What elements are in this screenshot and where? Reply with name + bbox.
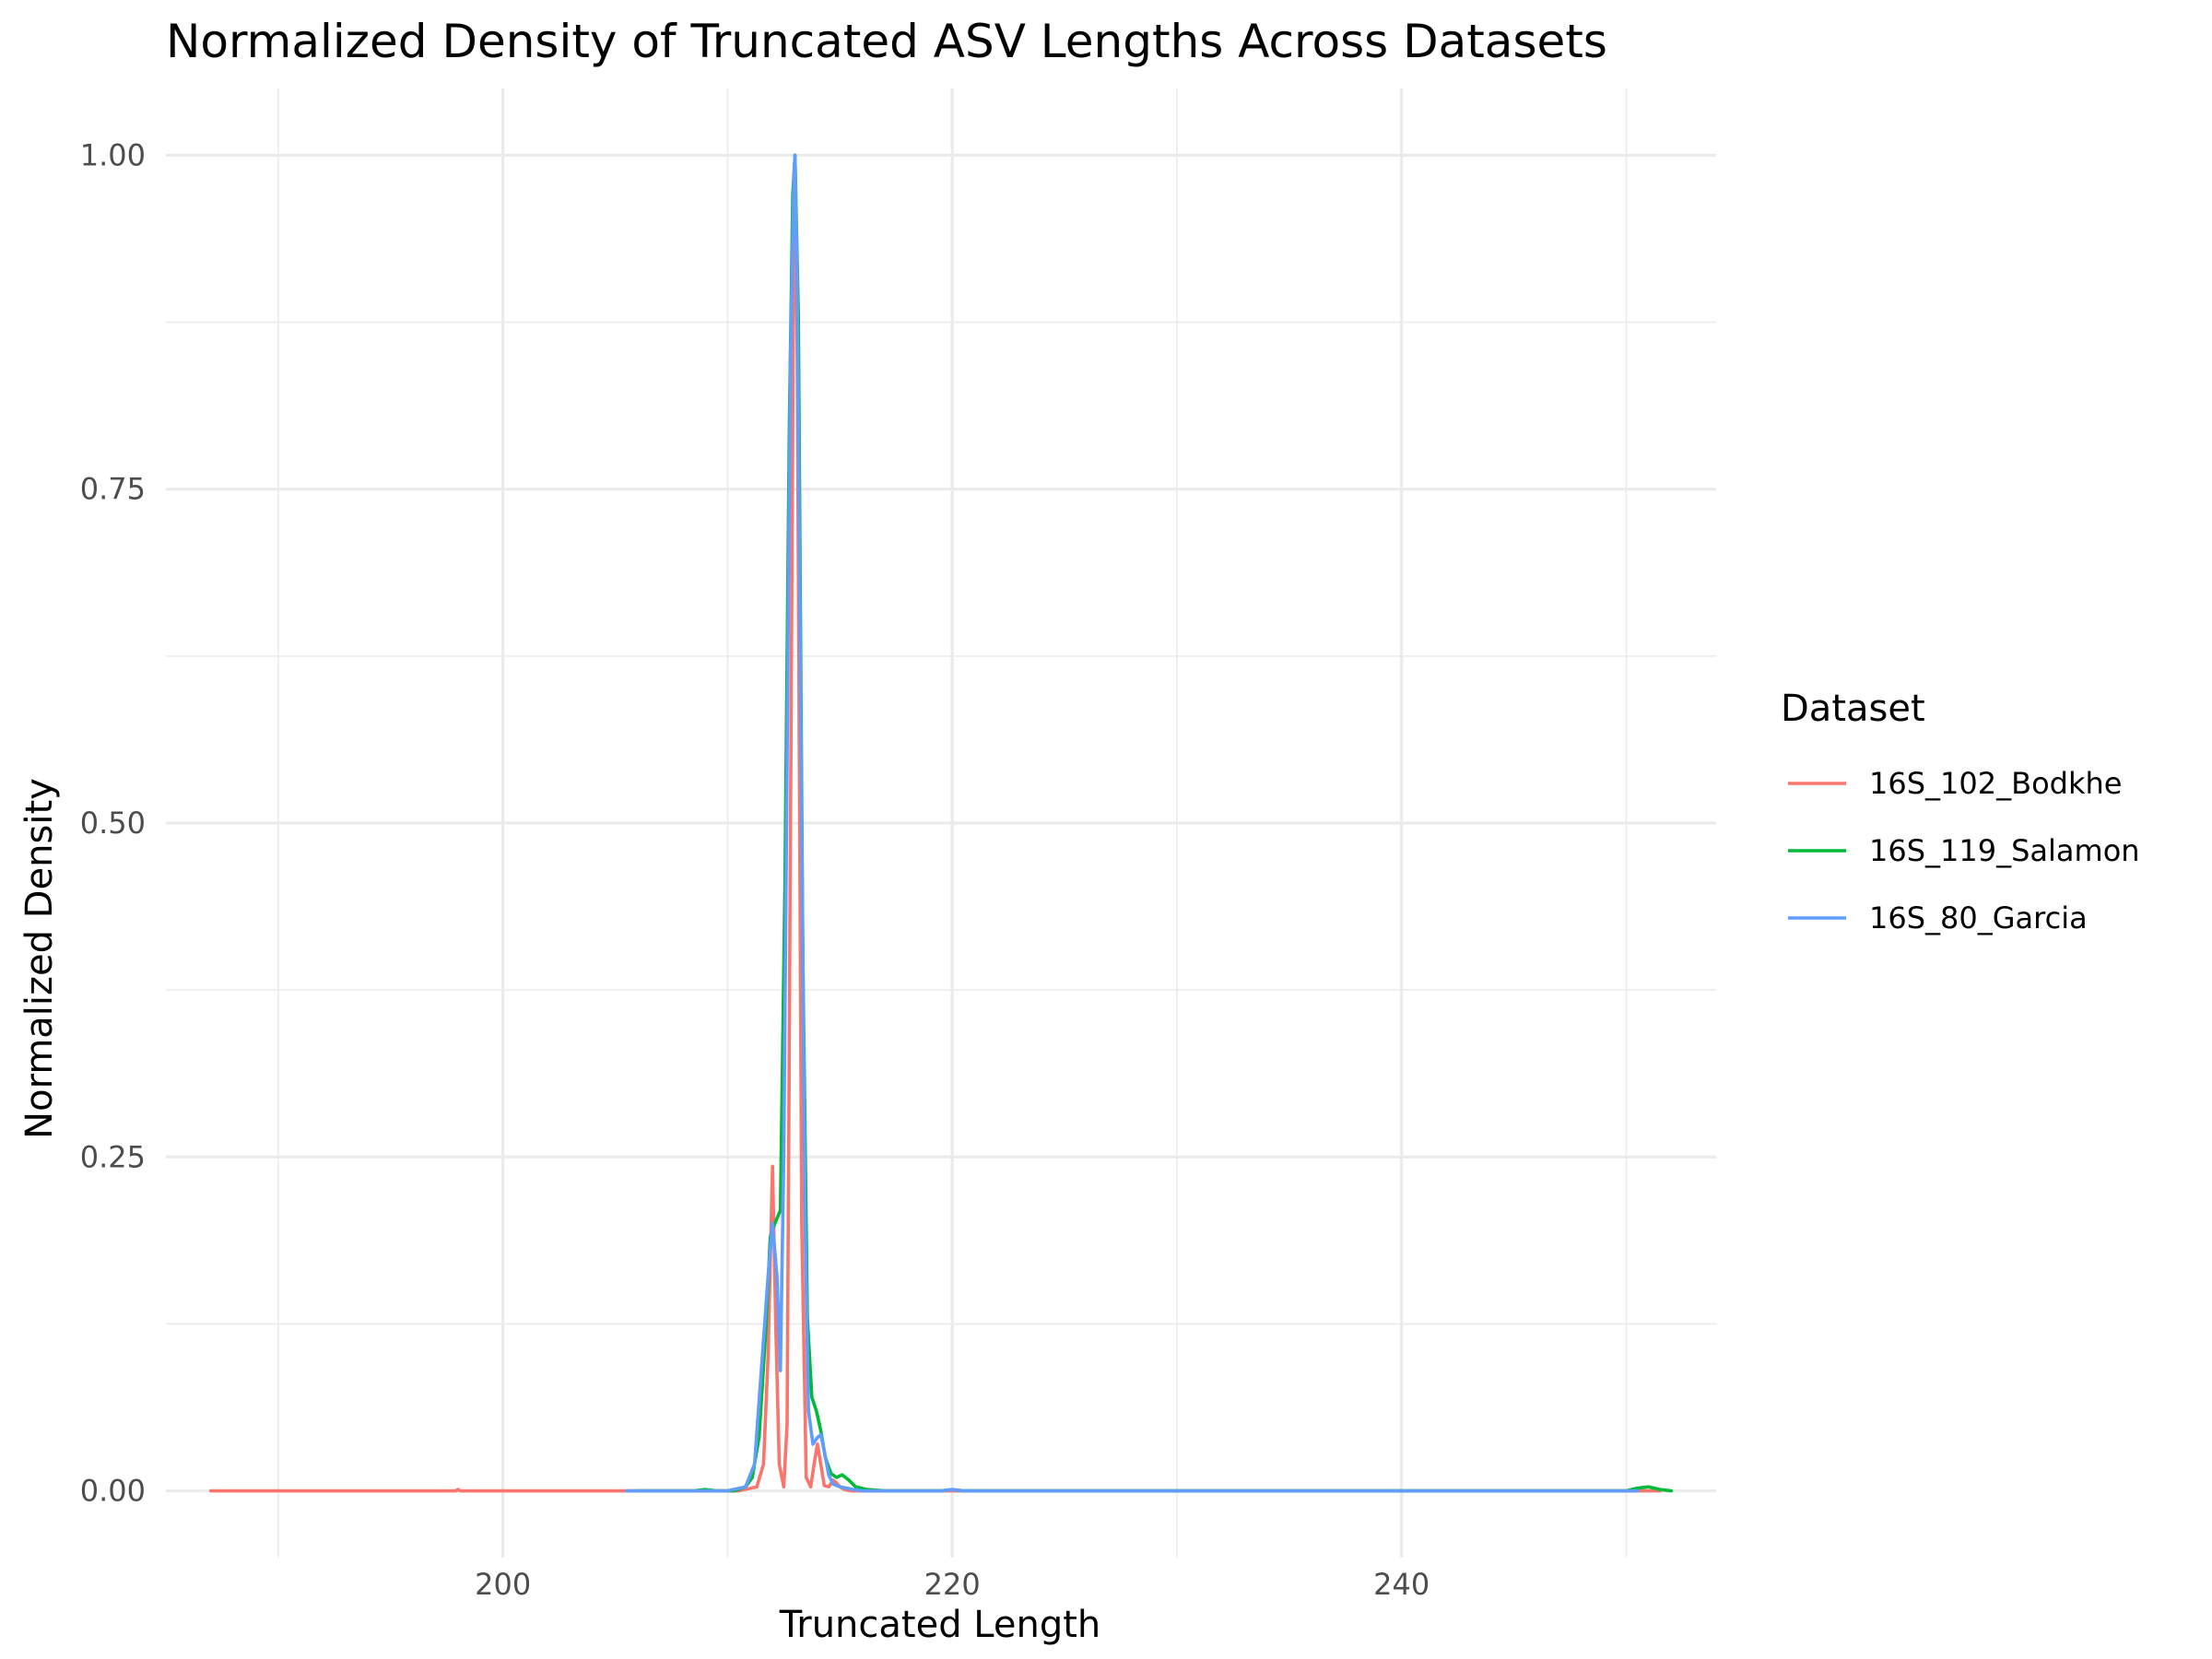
x-axis-title: Truncated Length [779,1604,1101,1646]
x-tick-label: 220 [924,1567,981,1602]
legend-label: 16S_119_Salamon [1869,833,2140,868]
x-tick-label: 240 [1373,1567,1430,1602]
series-line-16S_80_Garcia [624,153,1640,1493]
y-tick-label: 0.75 [80,472,146,507]
legend-item: 16S_102_Bodkhe [1788,766,2122,801]
y-tick-label: 0.25 [80,1139,146,1174]
y-tick-label: 1.00 [80,137,146,172]
legend-title: Dataset [1781,688,1925,730]
legend-item: 16S_80_Garcia [1788,900,2088,935]
y-tick-label: 0.50 [80,806,146,841]
legend-item: 16S_119_Salamon [1788,833,2140,868]
y-axis-ticks: 0.00 0.25 0.50 0.75 1.00 [80,137,146,1508]
x-tick-label: 200 [475,1567,531,1602]
legend: Dataset 16S_102_Bodkhe16S_119_Salamon16S… [1781,688,2140,935]
legend-items: 16S_102_Bodkhe 16S_119_Salamon 16S_80_Garc… [1788,766,2140,935]
y-tick-label: 0.00 [80,1474,146,1509]
chart-title: Normalized Density of Truncated ASV Leng… [166,15,1607,68]
series-lines [208,153,1674,1493]
legend-label: 16S_102_Bodkhe [1869,766,2122,801]
legend-label: 16S_80_Garcia [1869,900,2088,935]
x-axis-ticks: 200 220 240 [475,1567,1430,1602]
y-axis-title: Normalized Density [18,778,61,1139]
